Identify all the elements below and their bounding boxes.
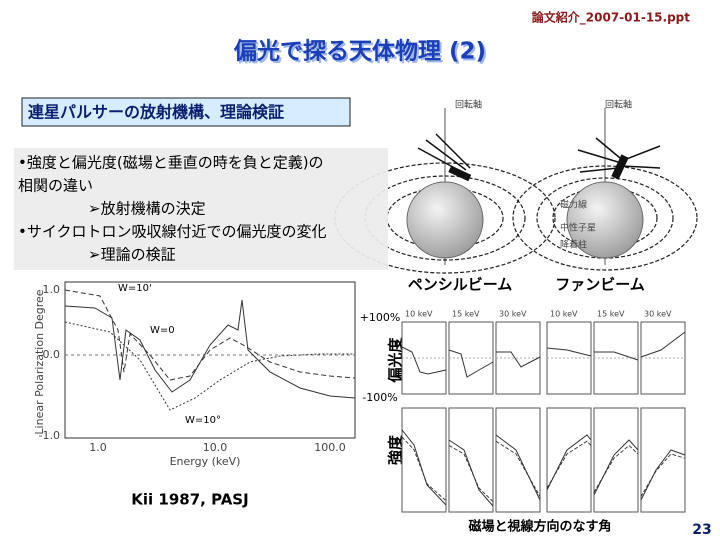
citation: Kii 1987, PASJ [131, 491, 248, 509]
curve-label: W=10° [185, 415, 221, 426]
curve [64, 299, 356, 399]
intensity-label: 強度 [387, 435, 405, 465]
x-axis-label: 磁場と視線方向のなす角 [468, 519, 611, 535]
file-name: 論文紹介_2007-01-15.ppt [532, 10, 690, 26]
beam-label: ペンシルビーム [408, 276, 513, 294]
curve-label: W=0 [150, 325, 175, 336]
panel-curve [640, 449, 686, 501]
panel-curve [546, 434, 592, 491]
panel-curve [546, 440, 592, 489]
panel-curve [495, 440, 541, 497]
plot-frame [64, 281, 356, 439]
title-shadow: 偏光で探る天体物理 (2) [235, 40, 488, 67]
panel [401, 407, 447, 513]
panel-curve [593, 439, 639, 496]
panel-curve [401, 436, 447, 502]
y-axis-label: Linear Polarization Degree [33, 289, 46, 434]
bullet-line: ➢理論の検証 [88, 246, 176, 264]
diagram-label: 磁力線 [560, 199, 587, 211]
x-tick-label: 1.0 [89, 441, 107, 454]
bullet-line: •サイクロトロン吸収線付近での偏光度の変化 [18, 223, 327, 241]
accretion-column [448, 165, 472, 182]
x-tick-label: 100.0 [314, 441, 346, 454]
accretion-column [611, 154, 629, 180]
energy-label: 10 keV [550, 310, 578, 319]
x-tick-label: 10.0 [203, 441, 228, 454]
panel [495, 407, 541, 513]
field-line [512, 165, 698, 271]
beam-diagram: 回転軸 回転軸 磁力線 中性子星 降着柱 [334, 99, 698, 274]
bullet-line: ➢放射機構の決定 [88, 200, 206, 218]
energy-label: 30 keV [499, 310, 527, 319]
field-line [552, 187, 658, 249]
neutron-star [406, 181, 484, 259]
panel-curve [546, 347, 592, 357]
panel-curve [495, 434, 541, 501]
panel-curve [401, 346, 447, 375]
energy-label: 30 keV [644, 310, 672, 319]
x-axis-label: Energy (keV) [170, 455, 241, 468]
panel-curve [401, 429, 447, 506]
heading-box [21, 97, 351, 127]
panel-curve [448, 349, 494, 378]
panel [546, 407, 592, 513]
bullet-box [14, 148, 388, 270]
title: 偏光で探る天体物理 (2) [233, 38, 486, 65]
panel-curve [594, 351, 639, 361]
y-tick-label: 0.0 [43, 348, 61, 361]
polarization-label: 偏光度 [387, 337, 405, 383]
energy-label: 10 keV [405, 310, 433, 319]
panel-curve [593, 444, 639, 493]
beam-arrows [417, 133, 661, 173]
panel-grid: 10 keV 15 keV 30 keV 10 keV 15 keV 30 keV [401, 310, 686, 513]
curve-label: W=10' [118, 283, 152, 294]
y-tick-label: -1.0 [39, 429, 60, 442]
neutron-star [566, 181, 644, 259]
polarization-plot: W=10' W=0 W=10° 1.0 0.0 -1.0 1.0 10.0 10… [33, 281, 356, 468]
curve [64, 289, 356, 381]
bullet-line: •強度と偏光度(磁場と垂直の時を負と定義)の [18, 154, 324, 172]
panel [593, 407, 639, 513]
y-tick-label: 1.0 [43, 283, 61, 296]
beam-label: ファンビーム [555, 276, 645, 294]
diagram-label: 降着柱 [560, 239, 587, 251]
section-heading: 連星パルサーの放射機構、理論検証 [28, 103, 284, 122]
panel [448, 407, 494, 513]
curve [64, 321, 355, 411]
energy-label: 15 keV [597, 310, 625, 319]
axis-bottom: -100% [362, 391, 397, 404]
energy-label: 15 keV [452, 310, 480, 319]
panel-curve [640, 331, 686, 358]
diagram-label: 中性子星 [560, 222, 596, 234]
panel-curve [496, 351, 541, 368]
panel-curve [448, 445, 494, 502]
diagram-label: 回転軸 [605, 99, 632, 111]
bullet-line: 相関の違い [18, 177, 93, 195]
page-number: 23 [692, 522, 711, 538]
field-line [364, 175, 526, 261]
axis-top: +100% [360, 311, 401, 324]
diagram-label: 回転軸 [455, 99, 482, 111]
